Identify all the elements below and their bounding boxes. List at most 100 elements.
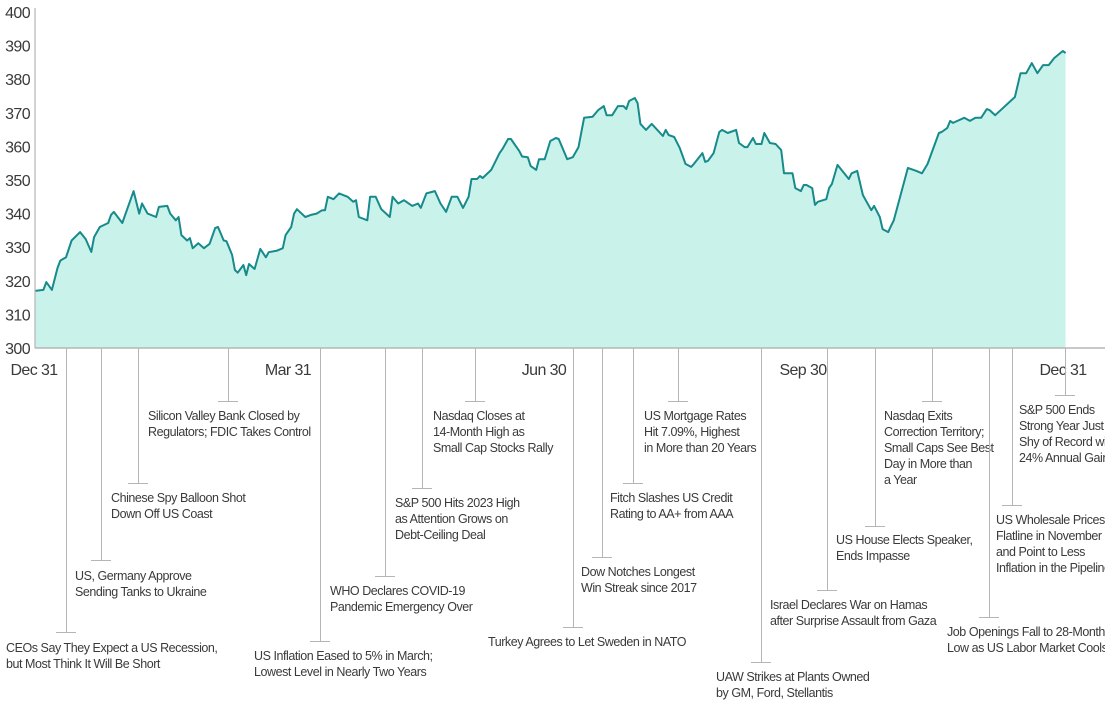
annotation-leader-cap (56, 632, 76, 633)
annotation-text-line: 24% Annual Gain (1019, 451, 1105, 465)
annotation-text-line: Hit 7.09%, Highest (644, 425, 740, 439)
annotation-leader-cap (979, 617, 999, 618)
annotation-text-line: Inflation in the Pipeline (996, 561, 1105, 575)
event-annotation: Turkey Agrees to Let Sweden in NATO (488, 634, 686, 650)
annotation-leader-line (1065, 348, 1066, 395)
annotation-text-line: Chinese Spy Balloon Shot (111, 491, 246, 505)
annotation-text-line: Small Caps See Best (884, 441, 994, 455)
event-annotation: US Inflation Eased to 5% in March; Lowest… (254, 648, 433, 680)
annotation-text-line: Israel Declares War on Hamas (770, 598, 928, 612)
annotation-leader-line (761, 348, 762, 662)
annotation-text-line: Small Cap Stocks Rally (433, 441, 554, 455)
annotation-leader-line (1012, 348, 1013, 505)
y-tick-label: 360 (5, 139, 31, 156)
annotation-leader-line (101, 348, 102, 560)
annotation-text-line: as Attention Grows on (395, 512, 508, 526)
annotation-text-line: Job Openings Fall to 28-Month (947, 625, 1105, 639)
annotation-text-line: US Inflation Eased to 5% in March; (254, 649, 433, 663)
annotation-text-line: US Wholesale Prices (996, 513, 1105, 527)
event-annotation: Job Openings Fall to 28-Month Low as US L… (947, 624, 1105, 656)
annotation-leader-line (66, 348, 67, 632)
annotation-leader-cap (922, 401, 942, 402)
annotation-text-line: Shy of Record with (1019, 435, 1105, 449)
annotation-leader-cap (375, 576, 395, 577)
annotation-leader-cap (128, 483, 148, 484)
annotation-text-line: Nasdaq Exits (884, 409, 953, 423)
event-annotation: Nasdaq Exits Correction Territory; Small C… (884, 408, 994, 488)
y-tick-label: 340 (5, 207, 31, 224)
annotation-leader-line (875, 348, 876, 526)
annotation-leader-line (989, 348, 990, 617)
annotation-text-line: Rating to AA+ from AAA (610, 507, 734, 521)
annotation-leader-line (827, 348, 828, 590)
event-annotation: Israel Declares War on Hamas after Surpri… (770, 597, 937, 629)
event-annotation: US Wholesale Prices Flatline in November a… (996, 512, 1105, 576)
event-annotation: CEOs Say They Expect a US Recession, but … (6, 640, 218, 672)
annotation-leader-cap (751, 662, 771, 663)
x-tick-label: Mar 31 (264, 362, 312, 379)
annotation-leader-line (932, 348, 933, 401)
annotation-text-line: Strong Year Just (1019, 419, 1104, 433)
event-annotation: Nasdaq Closes at 14-Month High as Small Ca… (433, 408, 553, 456)
annotation-leader-line (633, 348, 634, 483)
annotation-text-line: US House Elects Speaker, (836, 533, 973, 547)
event-annotation: US Mortgage Rates Hit 7.09%, Highest in Mo… (644, 408, 757, 456)
series-line (34, 50, 1067, 292)
annotation-leader-line (422, 348, 423, 488)
annotation-text-line: by GM, Ford, Stellantis (716, 686, 833, 700)
annotation-leader-line (138, 348, 139, 483)
annotation-text-line: Ends Impasse (836, 549, 910, 563)
event-annotation: Fitch Slashes US Credit Rating to AA+ fro… (610, 490, 734, 522)
annotation-leader-cap (668, 401, 688, 402)
annotation-leader-cap (1055, 395, 1075, 396)
annotation-leader-cap (412, 488, 432, 489)
annotation-text-line: Correction Territory; (884, 425, 985, 439)
x-tick-label: Dec 31 (1039, 362, 1087, 379)
annotation-text-line: 14-Month High as (433, 425, 525, 439)
annotation-leader-cap (218, 401, 238, 402)
y-tick-label: 370 (5, 106, 31, 123)
y-tick-label: 380 (5, 72, 31, 89)
annotation-leader-line (602, 348, 603, 557)
annotation-text-line: but Most Think It Will Be Short (6, 657, 160, 671)
annotation-text-line: after Surprise Assault from Gaza (770, 614, 937, 628)
x-tick-label: Jun 30 (521, 362, 567, 379)
annotation-text-line: Regulators; FDIC Takes Control (148, 425, 311, 439)
annotation-text-line: S&P 500 Ends (1019, 403, 1095, 417)
event-annotation: US, Germany Approve Sending Tanks to Ukra… (75, 568, 207, 600)
annotation-text-line: Day in More than (884, 457, 972, 471)
y-tick-label: 300 (5, 341, 31, 358)
y-tick-label: 390 (5, 39, 31, 56)
annotation-leader-cap (865, 526, 885, 527)
event-annotation: US House Elects Speaker, Ends Impasse (836, 532, 973, 564)
annotation-leader-cap (592, 557, 612, 558)
annotation-leader-line (320, 348, 321, 641)
annotation-leader-cap (1002, 505, 1022, 506)
annotation-text-line: Low as US Labor Market Cools (947, 641, 1105, 655)
event-annotation: UAW Strikes at Plants Owned by GM, Ford, … (716, 669, 870, 701)
annotation-text-line: Win Streak since 2017 (581, 581, 697, 595)
event-annotation: WHO Declares COVID-19 Pandemic Emergency … (330, 583, 473, 615)
y-tick-label: 330 (5, 240, 31, 257)
y-tick-label: 350 (5, 173, 31, 190)
annotation-text-line: US, Germany Approve (75, 569, 192, 583)
annotation-text-line: Fitch Slashes US Credit (610, 491, 733, 505)
annotation-leader-line (385, 348, 386, 576)
annotation-leader-cap (91, 560, 111, 561)
annotation-leader-cap (623, 483, 643, 484)
annotation-text-line: Turkey Agrees to Let Sweden in NATO (488, 635, 687, 649)
annotation-text-line: Dow Notches Longest (581, 565, 695, 579)
annotation-text-line: and Point to Less (996, 545, 1085, 559)
event-annotation: Silicon Valley Bank Closed by Regulators;… (148, 408, 311, 440)
annotation-text-line: Lowest Level in Nearly Two Years (254, 665, 427, 679)
annotation-leader-cap (465, 401, 485, 402)
annotation-text-line: a Year (884, 473, 917, 487)
y-tick-label: 400 (5, 5, 31, 22)
y-axis-labels: 400 390 380 370 360 350 340 330 320 310 300 (5, 5, 31, 358)
annotation-text-line: UAW Strikes at Plants Owned (716, 670, 870, 684)
annotation-leader-line (228, 348, 229, 401)
y-tick-label: 320 (5, 274, 31, 291)
annotation-leader-line (678, 348, 679, 401)
annotation-leader-cap (310, 641, 330, 642)
